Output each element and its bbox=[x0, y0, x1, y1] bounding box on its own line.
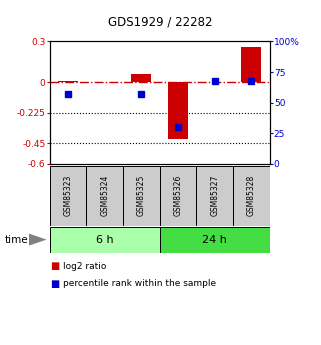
Bar bbox=[160, 166, 196, 226]
Text: GSM85328: GSM85328 bbox=[247, 175, 256, 216]
Bar bbox=[241, 47, 261, 82]
Text: 6 h: 6 h bbox=[96, 235, 114, 245]
Text: time: time bbox=[5, 235, 29, 245]
Text: percentile rank within the sample: percentile rank within the sample bbox=[63, 279, 216, 288]
Bar bbox=[168, 82, 188, 139]
Text: GSM85323: GSM85323 bbox=[64, 175, 73, 216]
Bar bbox=[86, 166, 123, 226]
Text: GSM85327: GSM85327 bbox=[210, 175, 219, 216]
Bar bbox=[131, 74, 152, 82]
Bar bbox=[50, 166, 86, 226]
Bar bbox=[123, 166, 160, 226]
Text: GDS1929 / 22282: GDS1929 / 22282 bbox=[108, 16, 213, 29]
Bar bbox=[196, 166, 233, 226]
Bar bbox=[50, 227, 160, 253]
Text: GSM85325: GSM85325 bbox=[137, 175, 146, 216]
Bar bbox=[58, 81, 78, 82]
Text: GSM85324: GSM85324 bbox=[100, 175, 109, 216]
Text: ■: ■ bbox=[50, 262, 59, 271]
Text: log2 ratio: log2 ratio bbox=[63, 262, 106, 271]
Text: 24 h: 24 h bbox=[202, 235, 227, 245]
Bar bbox=[233, 166, 270, 226]
Text: GSM85326: GSM85326 bbox=[174, 175, 183, 216]
Bar bbox=[160, 227, 270, 253]
Polygon shape bbox=[29, 234, 47, 246]
Text: ■: ■ bbox=[50, 279, 59, 288]
